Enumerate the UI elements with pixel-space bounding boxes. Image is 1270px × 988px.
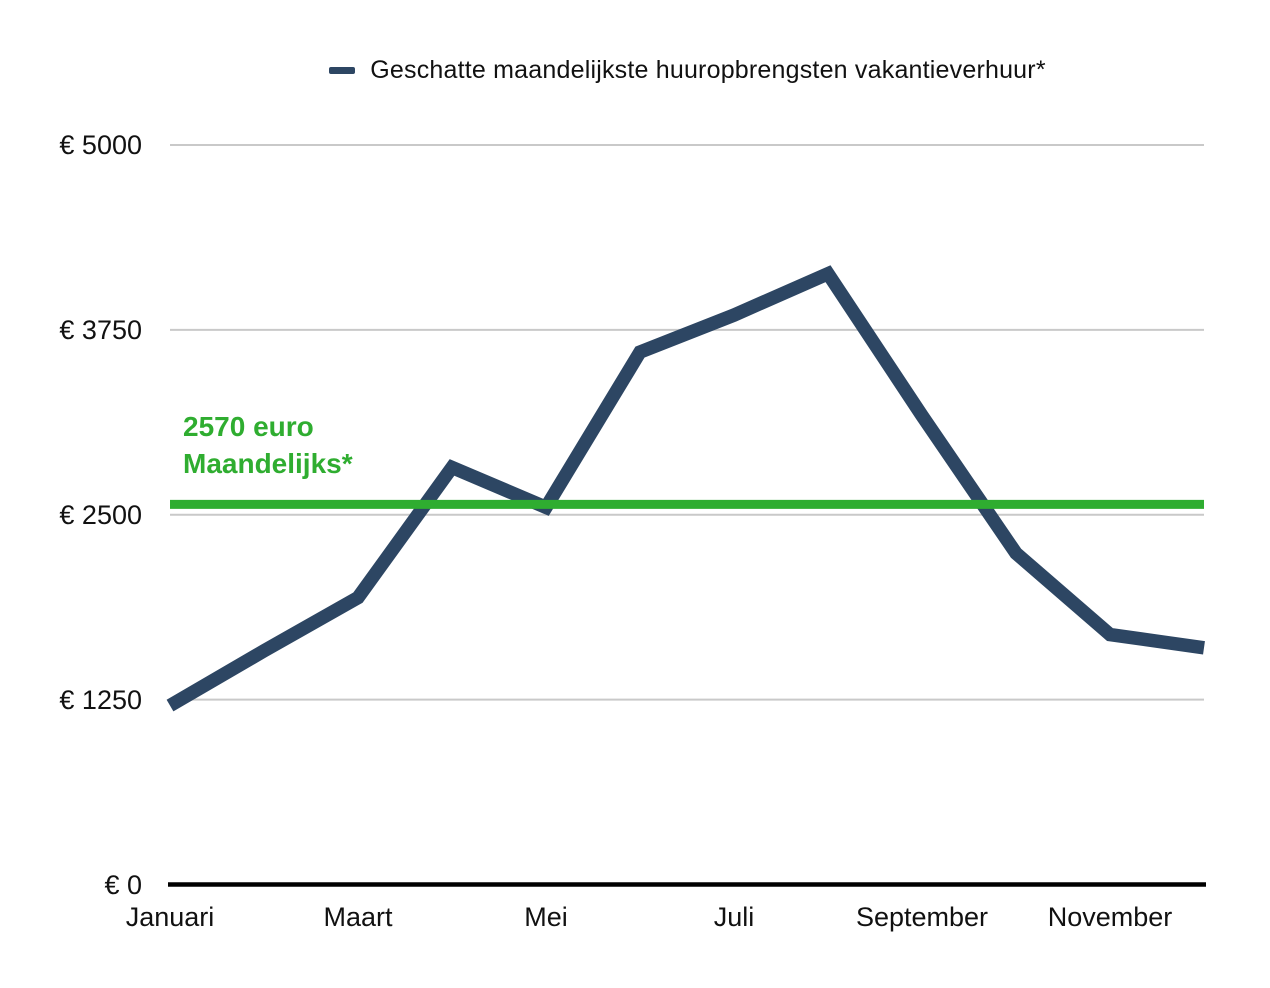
legend: Geschatte maandelijkste huuropbrengsten … [170,52,1205,88]
x-axis-tick-label: September [855,902,989,932]
annotation-period-line: Maandelijks* [183,448,353,479]
x-axis-tick-label: November [1047,902,1173,932]
x-axis-tick-label: Juli [713,902,755,932]
x-axis-tick-label: Mei [524,902,568,932]
y-axis-tick-label: € 1250 [59,684,142,715]
y-axis-tick-label: € 5000 [59,130,142,160]
legend-line-marker-icon [329,66,356,74]
y-axis-tick-label: € 3750 [59,314,142,345]
x-axis-tick-label: Januari [125,902,215,932]
revenue-line [166,265,1205,712]
legend-label: Geschatte maandelijkste huuropbrengsten … [370,55,1046,84]
y-axis-tick-label: € 2500 [59,499,142,530]
annotation-value-line: 2570 euro [183,411,314,442]
reference-line-annotation: 2570 euro Maandelijks* [183,408,353,482]
x-axis-tick-label: Maart [323,902,393,932]
y-axis-tick-label: € 0 [104,869,142,900]
